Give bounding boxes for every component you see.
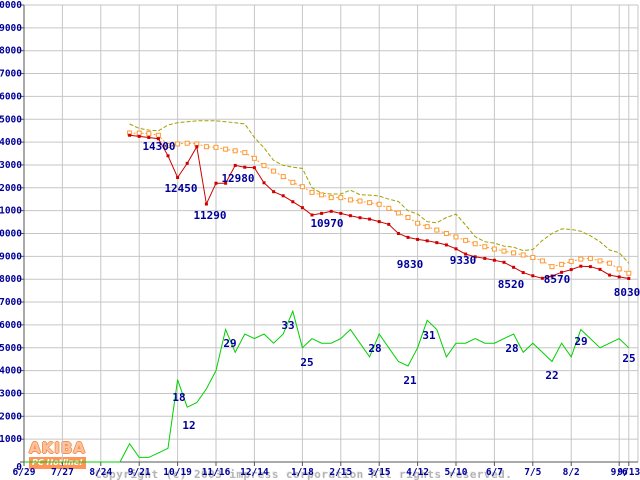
svg-text:3000: 3000 [0, 388, 22, 399]
svg-text:21: 21 [403, 374, 417, 387]
svg-text:18000: 18000 [0, 46, 22, 57]
svg-text:8520: 8520 [498, 278, 525, 291]
svg-text:9330: 9330 [450, 254, 477, 267]
svg-text:11000: 11000 [0, 206, 22, 217]
axes [20, 4, 638, 466]
svg-text:14000: 14000 [0, 137, 22, 148]
svg-text:15000: 15000 [0, 114, 22, 125]
svg-text:14300: 14300 [142, 140, 175, 153]
series-avg-price [127, 130, 632, 276]
svg-text:1000: 1000 [0, 434, 22, 445]
series-max-price [129, 120, 630, 264]
svg-text:19000: 19000 [0, 23, 22, 34]
svg-text:29: 29 [574, 335, 587, 348]
svg-text:9830: 9830 [397, 258, 424, 271]
svg-text:8030: 8030 [614, 286, 640, 299]
logo-pc-hotline-text: PC Hotline! [29, 457, 86, 469]
svg-text:6000: 6000 [0, 320, 22, 331]
svg-text:33: 33 [281, 319, 294, 332]
count-annotations: 18 12 29 33 25 28 21 31 28 22 29 25 [172, 319, 635, 432]
series-shop-count [24, 309, 630, 463]
svg-text:12: 12 [182, 419, 195, 432]
svg-text:7000: 7000 [0, 297, 22, 308]
svg-text:5000: 5000 [0, 343, 22, 354]
svg-text:22: 22 [545, 369, 558, 382]
svg-text:13000: 13000 [0, 160, 22, 171]
svg-text:25: 25 [300, 356, 313, 369]
copyright-line1: Copyright (c) 2003 impress corporation A… [95, 468, 513, 480]
svg-text:12450: 12450 [164, 182, 197, 195]
logo-akiba-text: AKIBA [29, 439, 86, 457]
svg-text:12980: 12980 [221, 172, 254, 185]
svg-text:2000: 2000 [0, 411, 22, 422]
series-min-price [128, 133, 631, 281]
svg-text:17000: 17000 [0, 69, 22, 80]
price-annotations: 14300 12450 11290 12980 10970 9830 9330 8520 857… [142, 140, 640, 299]
svg-text:25: 25 [622, 352, 635, 365]
svg-text:12000: 12000 [0, 183, 22, 194]
grid-lines [24, 4, 639, 462]
svg-text:28: 28 [505, 342, 518, 355]
svg-text:0: 0 [16, 462, 22, 473]
svg-text:8000: 8000 [0, 274, 22, 285]
svg-text:28: 28 [368, 342, 381, 355]
svg-text:9000: 9000 [0, 251, 22, 262]
svg-text:10970: 10970 [310, 217, 343, 230]
svg-text:9/13: 9/13 [617, 467, 640, 478]
svg-text:20000: 20000 [0, 0, 22, 11]
svg-text:4000: 4000 [0, 366, 22, 377]
svg-text:7/5: 7/5 [524, 467, 541, 478]
svg-text:9/6: 9/6 [611, 467, 628, 478]
svg-text:11290: 11290 [193, 209, 226, 222]
svg-text:8/2: 8/2 [563, 467, 580, 478]
svg-text:8570: 8570 [544, 273, 571, 286]
svg-text:16000: 16000 [0, 91, 22, 102]
svg-text:18: 18 [172, 391, 185, 404]
copyright-watermark: Copyright (c) 2003 impress corporation A… [95, 442, 512, 480]
akiba-pc-hotline-logo: AKIBA PC Hotline! [29, 441, 86, 469]
y-axis-labels: 2000019000180001700016000150001400013000… [0, 0, 22, 473]
svg-text:31: 31 [422, 329, 436, 342]
svg-text:29: 29 [223, 337, 236, 350]
